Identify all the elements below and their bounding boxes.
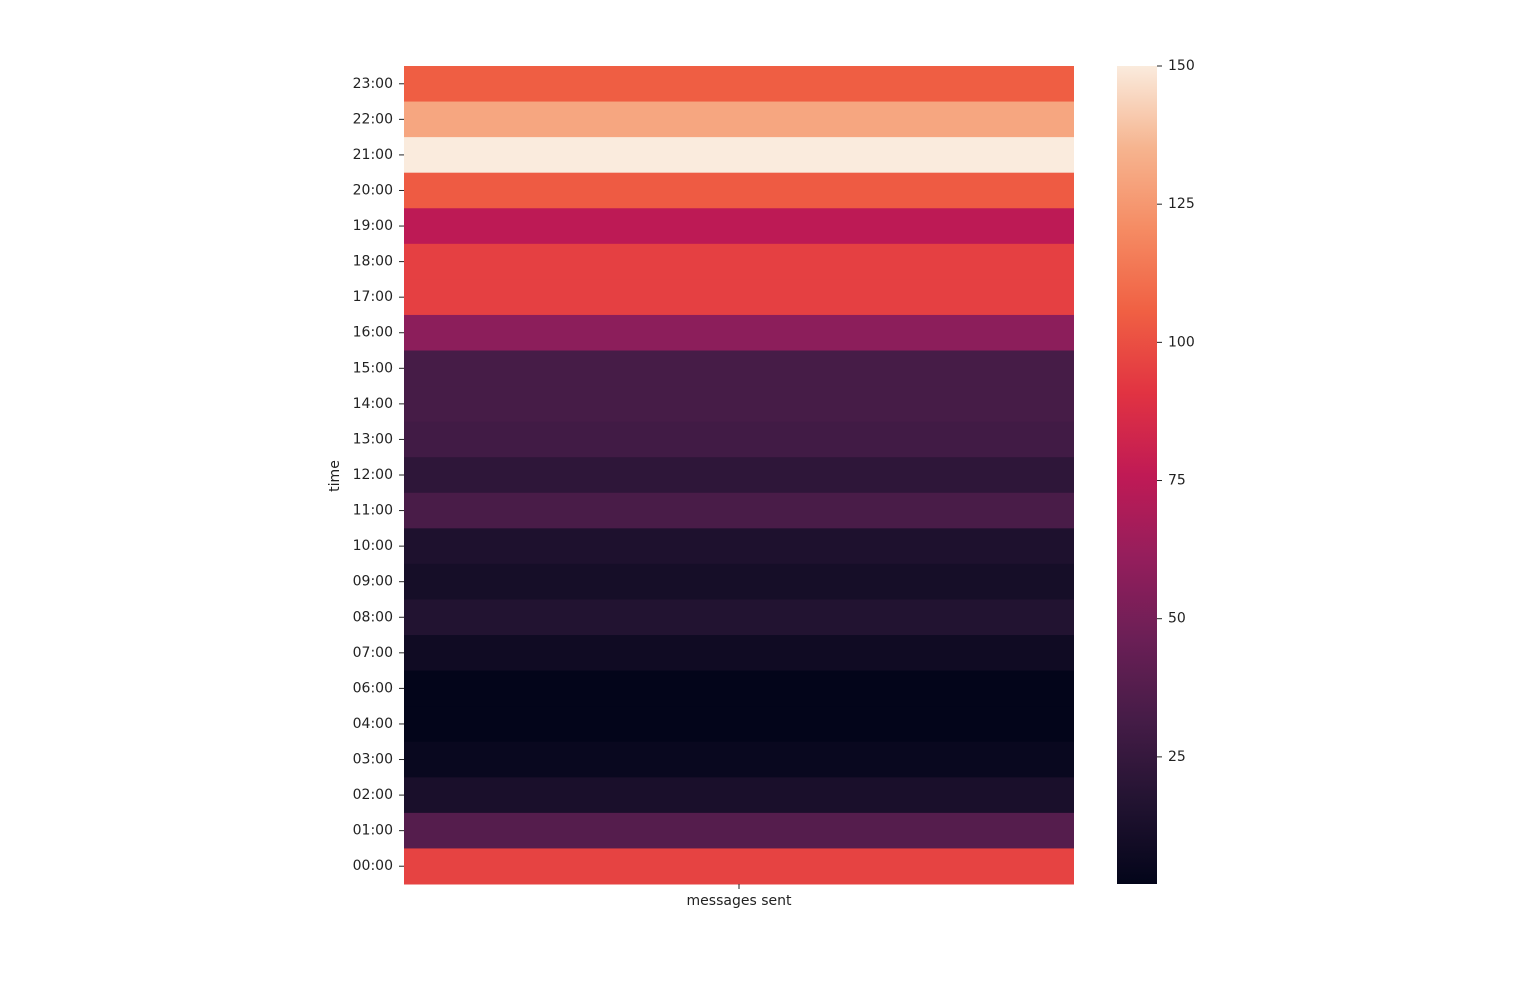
y-axis-label: time bbox=[327, 460, 343, 492]
heatmap-cell bbox=[404, 528, 1074, 565]
heatmap-cell bbox=[404, 635, 1074, 672]
heatmap-cell bbox=[404, 66, 1074, 103]
y-tick-label: 09:00 bbox=[353, 574, 393, 590]
y-tick-label: 17:00 bbox=[353, 289, 393, 305]
y-tick-label: 12:00 bbox=[353, 467, 393, 483]
heatmap-cell bbox=[404, 279, 1074, 316]
heatmap-cell bbox=[404, 421, 1074, 458]
heatmap-cell bbox=[404, 350, 1074, 387]
heatmap-cell bbox=[404, 208, 1074, 245]
colorbar-tick-label: 125 bbox=[1168, 196, 1195, 212]
y-tick-label: 01:00 bbox=[353, 823, 393, 839]
heatmap-cell bbox=[404, 670, 1074, 707]
heatmap-cell bbox=[404, 848, 1074, 885]
heatmap-cell bbox=[404, 706, 1074, 743]
y-tick-label: 22:00 bbox=[353, 111, 393, 127]
heatmap-cell bbox=[404, 777, 1074, 814]
heatmap-cell bbox=[404, 599, 1074, 636]
heatmap-cell bbox=[404, 563, 1074, 600]
heatmap-cell bbox=[404, 457, 1074, 494]
y-tick-label: 16:00 bbox=[353, 325, 393, 341]
y-tick-label: 11:00 bbox=[353, 503, 393, 519]
y-tick-label: 13:00 bbox=[353, 431, 393, 447]
y-tick-label: 04:00 bbox=[353, 716, 393, 732]
heatmap-cell bbox=[404, 386, 1074, 423]
y-tick-label: 21:00 bbox=[353, 147, 393, 163]
heatmap-cell bbox=[404, 492, 1074, 529]
y-tick-label: 07:00 bbox=[353, 645, 393, 661]
colorbar bbox=[1117, 66, 1157, 884]
colorbar-tick-label: 25 bbox=[1168, 749, 1186, 765]
y-tick-label: 18:00 bbox=[353, 254, 393, 270]
y-tick-label: 02:00 bbox=[353, 787, 393, 803]
y-tick-label: 15:00 bbox=[353, 360, 393, 376]
colorbar-tick-label: 150 bbox=[1168, 58, 1195, 74]
heatmap-cell bbox=[404, 172, 1074, 209]
heatmap-cell bbox=[404, 101, 1074, 138]
heatmap-cell bbox=[404, 314, 1074, 352]
colorbar-tick-label: 75 bbox=[1168, 473, 1186, 489]
heatmap-cell bbox=[404, 741, 1074, 778]
colorbar-tick-label: 50 bbox=[1168, 611, 1186, 627]
heatmap-cell bbox=[404, 243, 1074, 280]
y-tick-label: 19:00 bbox=[353, 218, 393, 234]
colorbar-tick-label: 100 bbox=[1168, 334, 1195, 350]
y-tick-label: 14:00 bbox=[353, 396, 393, 412]
y-tick-label: 10:00 bbox=[353, 538, 393, 554]
y-tick-label: 23:00 bbox=[353, 76, 393, 92]
y-tick-label: 00:00 bbox=[353, 858, 393, 874]
x-tick-label: messages sent bbox=[687, 893, 792, 909]
heatmap-cell bbox=[404, 137, 1074, 174]
y-tick-label: 03:00 bbox=[353, 752, 393, 768]
y-tick-label: 08:00 bbox=[353, 609, 393, 625]
y-tick-label: 20:00 bbox=[353, 182, 393, 198]
heatmap-cell bbox=[404, 812, 1074, 849]
y-tick-label: 06:00 bbox=[353, 680, 393, 696]
